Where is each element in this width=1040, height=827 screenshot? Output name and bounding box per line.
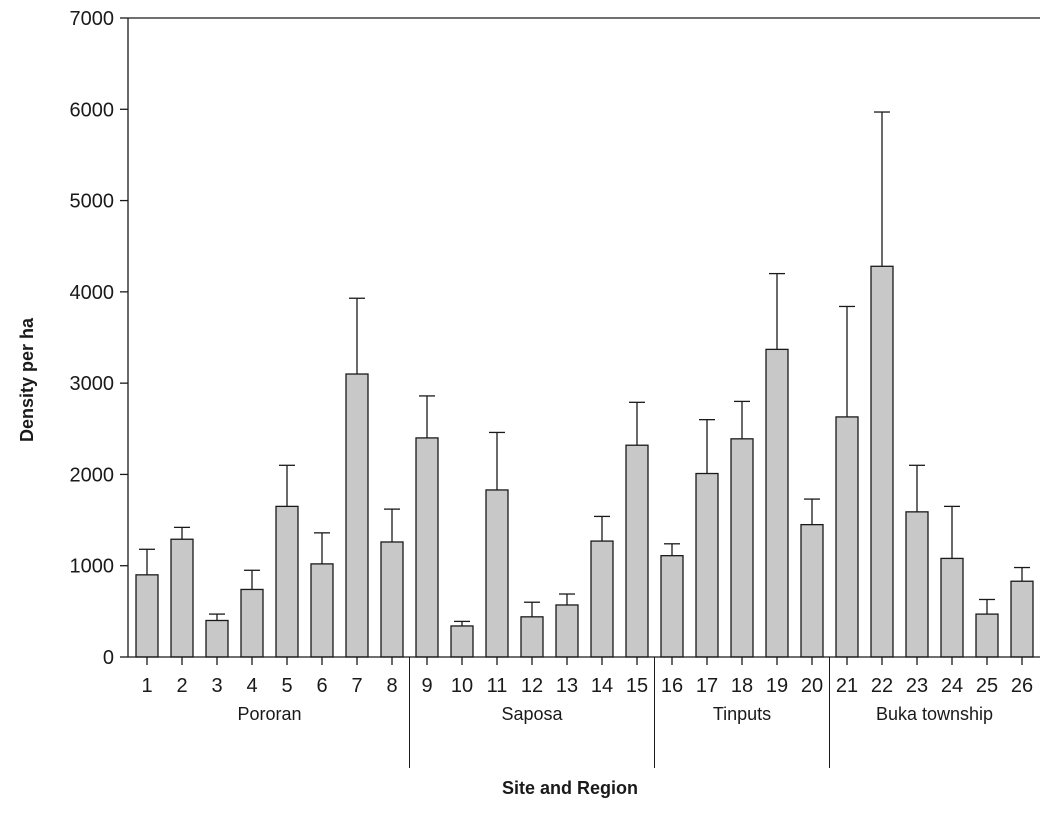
x-tick-label: 12 — [521, 675, 543, 697]
y-tick-label: 2000 — [70, 464, 115, 486]
bar-site-8 — [380, 541, 404, 658]
x-tick-label: 11 — [487, 675, 508, 697]
bar-site-16 — [660, 555, 684, 658]
bar-site-2 — [170, 538, 194, 658]
bar-site-19 — [765, 348, 789, 658]
x-tick-label: 25 — [976, 675, 998, 697]
region-groups: Pororan Saposa Tinputs Buka township — [237, 657, 993, 768]
x-tick-label: 24 — [941, 675, 963, 697]
x-tick-label: 22 — [871, 675, 893, 697]
y-tick-label: 4000 — [70, 282, 115, 304]
x-tick-label: 6 — [316, 675, 327, 697]
bar-site-18 — [730, 438, 754, 658]
x-tick-label: 17 — [696, 675, 718, 697]
bars — [135, 265, 1034, 658]
bar-site-5 — [275, 505, 299, 658]
bar-site-6 — [310, 563, 334, 658]
bar-site-17 — [695, 472, 719, 658]
x-tick-label: 19 — [766, 675, 788, 697]
y-tick-label: 6000 — [70, 99, 115, 121]
x-tick-label: 10 — [451, 675, 473, 697]
bar-site-11 — [485, 489, 509, 658]
region-label: Saposa — [501, 704, 563, 724]
bar-site-23 — [905, 511, 929, 658]
x-tick-label: 8 — [386, 675, 397, 697]
y-tick-label: 5000 — [70, 191, 115, 213]
y-axis-title: Density per ha — [17, 317, 37, 442]
x-tick-label: 14 — [591, 675, 613, 697]
bar-site-26 — [1010, 580, 1034, 658]
x-axis-title: Site and Region — [502, 778, 638, 798]
bar-site-20 — [800, 523, 824, 658]
axes — [120, 17, 1040, 665]
bar-site-1 — [135, 574, 159, 658]
x-tick-label: 4 — [246, 675, 257, 697]
x-tick-label: 26 — [1011, 675, 1033, 697]
x-tick-label: 3 — [211, 675, 222, 697]
x-tick-label: 20 — [801, 675, 823, 697]
x-tick-label: 23 — [906, 675, 928, 697]
bar-site-14 — [590, 540, 614, 658]
y-tick-label: 1000 — [70, 556, 115, 578]
bar-site-3 — [205, 619, 229, 658]
error-bars — [139, 111, 1030, 626]
bar-site-7 — [345, 373, 369, 658]
bar-site-21 — [835, 416, 859, 658]
region-label: Tinputs — [713, 704, 771, 724]
x-tick-label: 2 — [176, 675, 187, 697]
bar-site-10 — [450, 625, 474, 658]
y-tick-label: 3000 — [70, 373, 115, 395]
x-tick-label: 1 — [141, 675, 152, 697]
bar-site-13 — [555, 604, 579, 658]
x-tick-label: 15 — [626, 675, 648, 697]
region-label: Pororan — [237, 704, 301, 724]
region-label: Buka township — [876, 704, 993, 724]
x-tick-label: 5 — [281, 675, 292, 697]
bar-site-15 — [625, 444, 649, 658]
bar-site-9 — [415, 437, 439, 658]
x-tick-label: 13 — [556, 675, 578, 697]
y-tick-label: 0 — [103, 647, 114, 669]
x-tick-label: 16 — [661, 675, 683, 697]
y-tick-label: 7000 — [70, 8, 115, 30]
bar-site-22 — [870, 265, 894, 658]
bar-site-4 — [240, 588, 264, 658]
x-tick-label: 21 — [836, 675, 858, 697]
x-tick-label: 7 — [351, 675, 362, 697]
bar-site-25 — [975, 613, 999, 658]
x-tick-label: 9 — [421, 675, 432, 697]
bar-site-24 — [940, 557, 964, 658]
x-tick-label: 18 — [731, 675, 753, 697]
bar-site-12 — [520, 616, 544, 658]
